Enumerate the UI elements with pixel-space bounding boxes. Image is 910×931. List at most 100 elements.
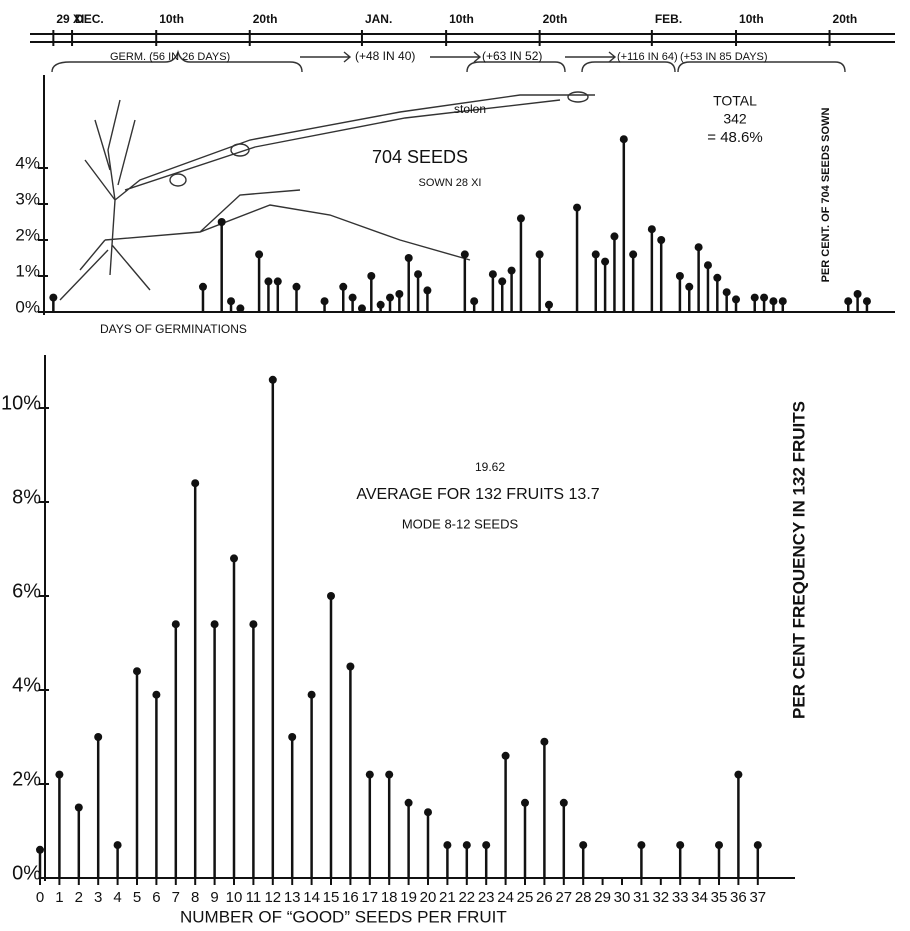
stem-head: [647, 225, 656, 234]
stem-head: [470, 297, 479, 306]
y-tick-label: 4%: [15, 153, 40, 172]
x-tick-label: 20th: [543, 12, 568, 26]
y-tick-label: 2%: [12, 768, 41, 790]
y-tick-label: 8%: [12, 486, 41, 508]
stem-head: [424, 808, 432, 817]
stem-head: [133, 667, 141, 676]
annotation: 19.62: [475, 460, 505, 474]
annotation: 342: [723, 111, 747, 127]
stem-head: [703, 261, 712, 270]
stem-head: [507, 266, 516, 275]
stem-head: [198, 282, 207, 291]
plant-sketch: [230, 143, 250, 157]
stem-head: [579, 841, 588, 850]
stem-head: [862, 297, 871, 306]
brace: [581, 61, 676, 73]
x-tick-label: 11: [246, 889, 262, 906]
stem-head: [610, 232, 619, 241]
x-tick-label: 10: [226, 889, 243, 906]
stem-head: [227, 297, 236, 306]
x-tick-label: DEC.: [75, 12, 104, 26]
x-tick-label: 20th: [253, 12, 278, 26]
stem-head: [268, 375, 277, 384]
stem-head: [320, 297, 329, 306]
plant-sketch: [59, 94, 595, 301]
x-tick-label: JAN.: [365, 12, 392, 26]
stem-head: [55, 770, 64, 779]
x-tick-label: 26: [536, 889, 553, 906]
x-tick-label: 30: [614, 889, 631, 906]
stem-head: [307, 690, 316, 699]
x-tick-label: 3: [94, 889, 102, 906]
stem-head: [722, 288, 731, 297]
plant-sketch: [567, 91, 589, 103]
annotation: stolon: [454, 102, 486, 116]
x-tick-label: 10th: [449, 12, 474, 26]
x-tick-label: 15: [323, 889, 340, 906]
stem-head: [292, 282, 301, 291]
stem-head: [414, 270, 423, 279]
stem-head: [94, 733, 103, 741]
stem-head: [395, 290, 404, 298]
x-tick-label: 29: [594, 889, 611, 906]
x-tick-label: 27: [555, 889, 572, 906]
x-tick-label: 6: [152, 889, 160, 906]
x-tick-label: 25: [517, 889, 534, 906]
stem-head: [423, 286, 432, 295]
stem-head: [249, 620, 258, 629]
brace: [51, 49, 303, 73]
stem-head: [732, 295, 741, 304]
stem-head: [601, 257, 610, 266]
annotation: (+53 IN 85 DAYS): [680, 51, 768, 63]
stem-head: [676, 841, 685, 850]
stem-head: [521, 798, 529, 807]
stem-head: [559, 798, 568, 807]
y-axis-label: PER CENT. OF 704 SEEDS SOWN: [820, 108, 832, 283]
annotation: (+116 IN 64): [617, 51, 678, 63]
x-tick-label: 12: [264, 889, 281, 906]
x-tick-label: 22: [458, 889, 475, 906]
stem-head: [339, 282, 348, 291]
x-tick-label: 28: [575, 889, 592, 906]
annotation: = 48.6%: [707, 129, 762, 146]
y-tick-label: 2%: [15, 225, 40, 244]
x-tick-label: 8: [191, 889, 199, 906]
x-tick-label: 2: [75, 889, 83, 906]
stem-head: [365, 770, 374, 779]
stem-head: [217, 218, 226, 226]
stem-head: [488, 270, 497, 279]
x-tick-label: 32: [652, 889, 669, 906]
stem-head: [152, 690, 161, 699]
stem-head: [544, 300, 553, 309]
x-tick-label: 7: [172, 889, 180, 906]
x-tick-label: 16: [342, 889, 359, 906]
stem-head: [255, 250, 264, 259]
stem-head: [36, 845, 44, 854]
x-axis-label: NUMBER OF “GOOD” SEEDS PER FRUIT: [180, 907, 507, 926]
stem-head: [462, 841, 471, 850]
x-tick-label: 18: [381, 889, 398, 906]
stem-head: [357, 304, 366, 313]
x-tick-label: 19: [400, 889, 417, 906]
x-tick-label: 14: [303, 889, 320, 906]
stem-head: [853, 290, 862, 298]
stem-head: [386, 293, 395, 302]
y-tick-label: 1%: [15, 261, 40, 280]
stem-head: [482, 841, 491, 850]
stem-head: [713, 273, 722, 282]
x-tick-label: 31: [633, 889, 650, 906]
brace: [677, 61, 846, 73]
stem-head: [540, 737, 549, 746]
stem-head: [171, 620, 180, 629]
annotation: MODE 8-12 SEEDS: [402, 516, 519, 531]
stem-head: [273, 277, 282, 286]
annotation: AVERAGE FOR 132 FRUITS 13.7: [356, 486, 599, 503]
stem-head: [535, 250, 544, 259]
stem-head: [501, 751, 510, 760]
x-tick-label: 36: [730, 889, 747, 906]
x-tick-label: 10th: [159, 12, 184, 26]
x-tick-label: 1: [55, 889, 63, 906]
plant-sketch: [169, 173, 187, 187]
arrow: [300, 51, 352, 63]
stem-head: [769, 297, 778, 306]
